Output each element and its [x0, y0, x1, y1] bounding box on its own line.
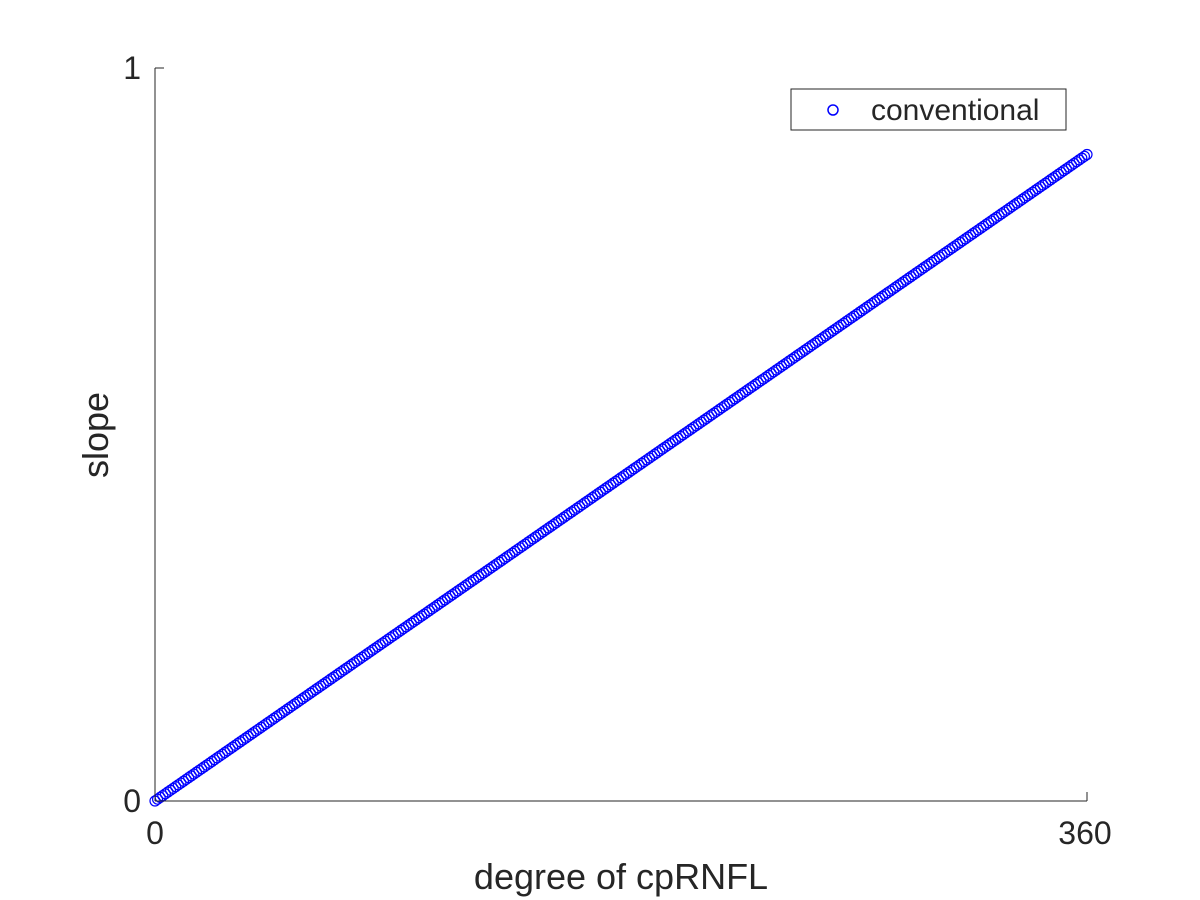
legend: conventional: [790, 88, 1067, 131]
y-tick-label-bottom: 0: [123, 783, 141, 819]
legend-marker-icon: [827, 104, 839, 116]
data-point: [1081, 148, 1093, 161]
x-axis-label: degree of cpRNFL: [474, 856, 768, 897]
y-axis-label: slope: [75, 392, 116, 478]
x-tick-label-right: 360: [1058, 815, 1111, 851]
data-point: [1078, 150, 1091, 162]
legend-label: conventional: [871, 94, 1039, 127]
scatter-points: [149, 148, 1093, 807]
legend-box: [790, 88, 1067, 131]
x-tick-label-left: 0: [146, 815, 164, 851]
y-tick-label-top: 1: [123, 50, 141, 86]
